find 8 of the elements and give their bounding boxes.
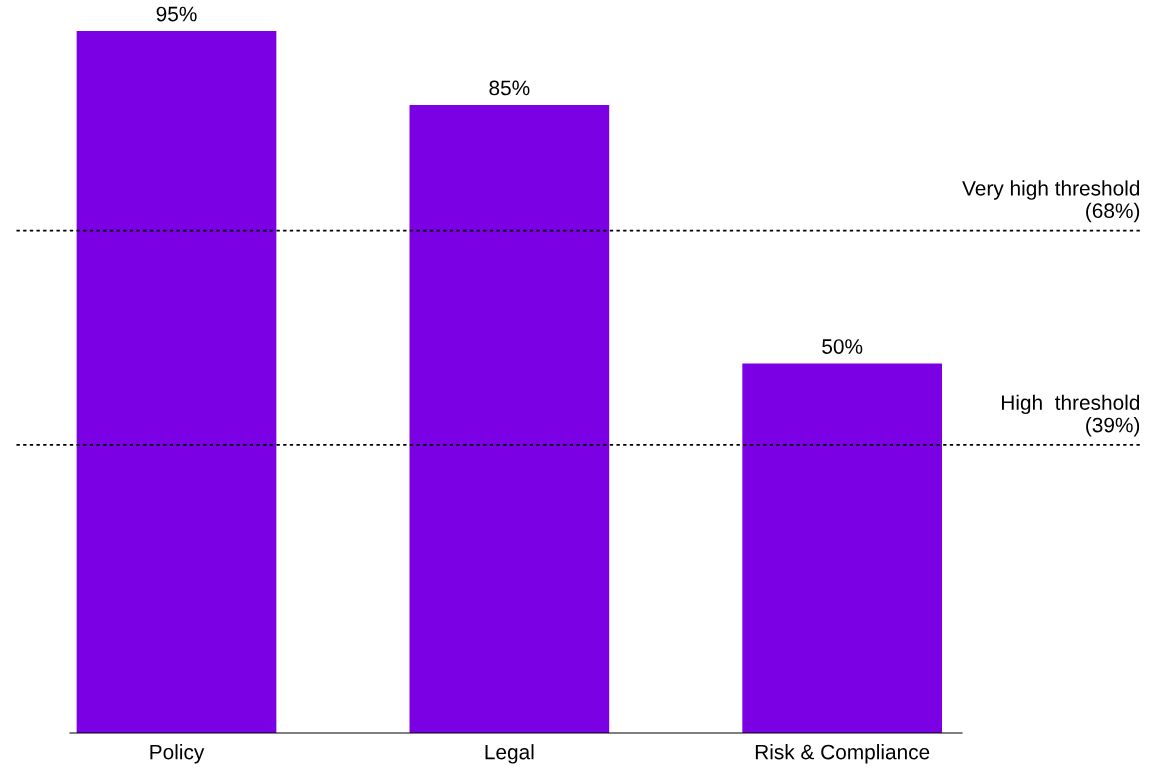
data-label: 85% bbox=[489, 80, 530, 96]
ref-line-label: High threshold (39%) bbox=[1001, 394, 1140, 437]
x-tick-label: Legal bbox=[485, 744, 534, 764]
x-tick-label: Policy bbox=[150, 744, 205, 764]
x-tick-label: Risk & Compliance bbox=[755, 744, 930, 764]
data-label: 95% bbox=[156, 6, 197, 22]
data-label: 50% bbox=[822, 339, 863, 354]
ref-line-label: Very high threshold (68%) bbox=[962, 180, 1140, 223]
